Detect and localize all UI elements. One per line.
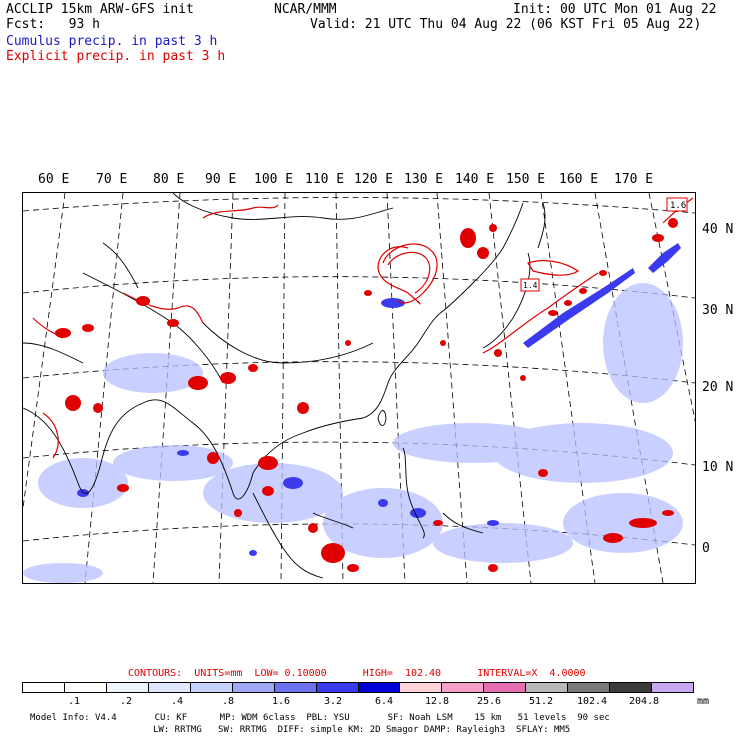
colorbar-label: .2 xyxy=(119,696,133,707)
header-valid-time: Valid: 21 UTC Thu 04 Aug 22 (06 KST Fri … xyxy=(310,17,702,32)
lon-label: 60 E xyxy=(38,172,70,187)
lon-label: 70 E xyxy=(96,172,128,187)
colorbar-swatch xyxy=(190,683,233,692)
model-info-line1: Model Info: V4.4 CU: KF MP: WDM 6class P… xyxy=(30,713,610,723)
colorbar-swatch xyxy=(23,683,65,692)
lat-label: 20 N xyxy=(702,380,734,395)
colorbar-swatch xyxy=(400,683,443,692)
contour-label-a: 1.6 xyxy=(666,197,688,212)
lon-label: 120 E xyxy=(354,172,394,187)
explicit-precip-cells xyxy=(55,218,678,572)
header-title: ACCLIP 15km ARW-GFS init xyxy=(6,2,194,17)
lon-label: 140 E xyxy=(455,172,495,187)
colorbar-label: .4 xyxy=(170,696,184,707)
header-init-time: Init: 00 UTC Mon 01 Aug 22 xyxy=(513,2,717,17)
precip-map: 1.6 1.4 xyxy=(22,192,696,584)
colorbar-label: 6.4 xyxy=(374,696,394,707)
map-canvas: 1.6 1.4 xyxy=(23,193,695,583)
cumulus-precip-label: Cumulus precip. in past 3 h xyxy=(6,34,218,49)
explicit-precip-contours xyxy=(32,197,694,459)
colorbar-label: 3.2 xyxy=(323,696,343,707)
lon-label: 80 E xyxy=(153,172,185,187)
colorbar-swatch xyxy=(652,683,693,692)
lon-label: 100 E xyxy=(254,172,294,187)
colorbar-label: 102.4 xyxy=(576,696,608,707)
lon-label: 130 E xyxy=(404,172,444,187)
colorbar-swatch xyxy=(232,683,275,692)
cumulus-precip-core xyxy=(77,243,681,556)
lon-label: 90 E xyxy=(205,172,237,187)
lat-label: 0 xyxy=(702,541,710,556)
header-org: NCAR/MMM xyxy=(274,2,337,17)
lat-label: 40 N xyxy=(702,222,734,237)
explicit-precip-label: Explicit precip. in past 3 h xyxy=(6,49,226,64)
coastlines xyxy=(23,193,546,579)
lon-label: 110 E xyxy=(305,172,345,187)
colorbar-swatch xyxy=(64,683,107,692)
cumulus-precip-area xyxy=(23,283,683,583)
colorbar-swatch xyxy=(106,683,149,692)
colorbar-swatch xyxy=(358,683,401,692)
lat-label: 10 N xyxy=(702,460,734,475)
lon-label: 160 E xyxy=(559,172,599,187)
colorbar-swatch xyxy=(526,683,569,692)
lat-label: 30 N xyxy=(702,303,734,318)
colorbar-label: 25.6 xyxy=(476,696,502,707)
colorbar xyxy=(22,682,694,693)
colorbar-label: 12.8 xyxy=(424,696,450,707)
colorbar-label: .8 xyxy=(221,696,235,707)
header-forecast-hour: Fcst: 93 h xyxy=(6,17,100,32)
contour-label-b: 1.4 xyxy=(520,278,540,292)
colorbar-swatch xyxy=(484,683,527,692)
colorbar-swatch xyxy=(148,683,191,692)
colorbar-swatch xyxy=(274,683,317,692)
colorbar-label: 51.2 xyxy=(528,696,554,707)
contour-label-a-text: 1.6 xyxy=(670,201,686,211)
colorbar-swatch xyxy=(316,683,359,692)
colorbar-swatch xyxy=(568,683,611,692)
model-info-line2: LW: RRTMG SW: RRTMG DIFF: simple KM: 2D … xyxy=(153,725,571,735)
colorbar-swatch xyxy=(610,683,653,692)
lon-label: 170 E xyxy=(614,172,654,187)
colorbar-label: .1 xyxy=(67,696,81,707)
contours-legend: CONTOURS: UNITS=mm LOW= 0.10000 HIGH= 10… xyxy=(128,668,586,679)
lon-label: 150 E xyxy=(506,172,546,187)
contour-label-b-text: 1.4 xyxy=(523,281,538,290)
colorbar-swatch xyxy=(442,683,485,692)
colorbar-label: 1.6 xyxy=(271,696,291,707)
colorbar-units: mm xyxy=(697,696,710,707)
colorbar-label: 204.8 xyxy=(628,696,660,707)
